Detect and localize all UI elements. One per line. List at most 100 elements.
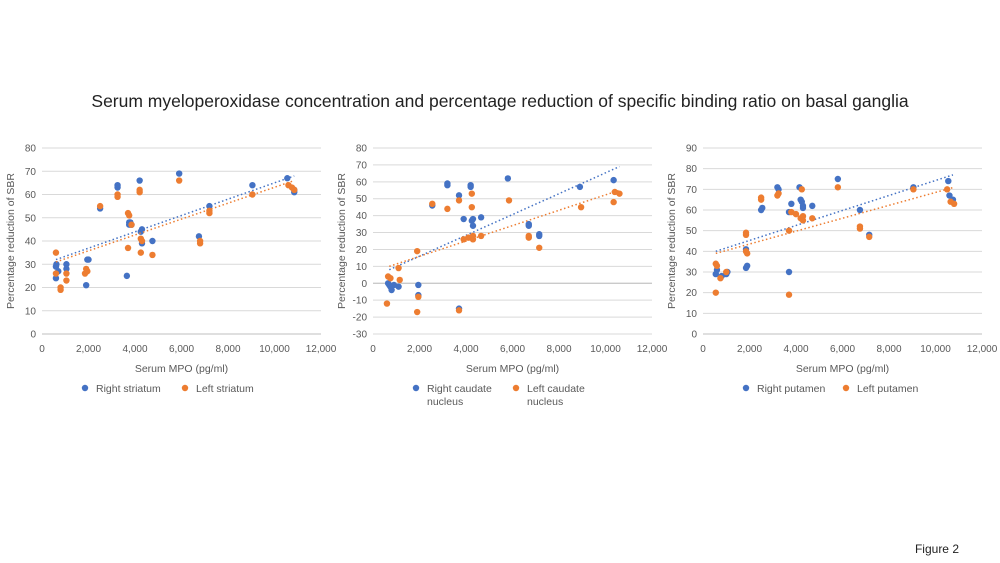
data-point <box>444 180 451 187</box>
y-tick-label: 40 <box>356 211 368 222</box>
data-point <box>757 194 765 201</box>
data-point <box>866 233 873 241</box>
trendline <box>55 179 295 263</box>
trendline <box>389 189 620 268</box>
data-point <box>834 184 842 191</box>
data-point <box>128 221 135 228</box>
legend-marker <box>412 384 420 392</box>
data-point <box>85 256 92 263</box>
x-tick-label: 12,000 <box>637 344 668 355</box>
x-tick-label: 12,000 <box>306 344 337 355</box>
data-point <box>798 186 806 193</box>
data-point <box>743 250 751 257</box>
data-point <box>525 222 532 229</box>
y-tick-label: 0 <box>30 330 36 341</box>
data-point <box>387 275 394 282</box>
data-point <box>196 237 204 245</box>
x-axis-title: Serum MPO (pg/ml) <box>135 363 228 375</box>
y-axis-title: Percentage reduction of SBR <box>336 173 348 309</box>
y-tick-label: 90 <box>686 144 698 155</box>
data-point <box>469 215 477 223</box>
y-tick-label: 50 <box>686 226 698 237</box>
legend-label: Left striatum <box>196 383 254 395</box>
y-tick-label: 30 <box>356 228 368 239</box>
x-tick-label: 10,000 <box>920 344 951 355</box>
y-tick-label: 50 <box>356 194 368 205</box>
x-tick-label: 10,000 <box>590 344 621 355</box>
y-tick-label: 30 <box>686 268 698 279</box>
y-tick-label: -30 <box>353 330 368 341</box>
data-point <box>444 205 451 213</box>
data-point <box>136 177 143 184</box>
data-point <box>413 247 421 255</box>
data-point <box>467 183 474 191</box>
data-point <box>114 191 121 198</box>
scatter-chart-putamen: 0 10 20 30 40 50 60 70 80 90 0 2,000 4,000 6,000 8,000… <box>666 144 998 396</box>
x-tick-label: 8,000 <box>876 344 901 355</box>
x-tick-label: 12,000 <box>967 344 998 355</box>
x-tick-label: 0 <box>370 344 376 355</box>
y-tick-label: 60 <box>686 206 698 217</box>
data-point <box>137 249 145 256</box>
x-tick-label: 4,000 <box>453 344 478 355</box>
data-point <box>82 281 90 289</box>
y-tick-label: 30 <box>25 260 37 271</box>
data-point <box>57 286 64 294</box>
page-title: Serum myeloperoxidase concentration and … <box>91 91 909 111</box>
data-point <box>775 190 782 197</box>
data-point <box>713 262 721 269</box>
scatter-chart-caudate-nucleus: -30 -20 -10 0 10 20 30 40 50 60 70 80 0 2,000 4,000 6,0… <box>336 144 668 409</box>
data-point <box>149 237 156 245</box>
legend-label: Right caudate nucleus <box>427 383 492 408</box>
y-tick-label: 10 <box>25 306 37 317</box>
data-point <box>138 237 146 245</box>
data-point <box>249 191 256 198</box>
data-point <box>799 204 807 212</box>
x-tick-label: 10,000 <box>259 344 290 355</box>
legend-label: Left caudate nucleus <box>527 383 585 408</box>
data-point <box>415 281 422 289</box>
data-point <box>950 200 958 207</box>
y-tick-label: 10 <box>356 262 368 273</box>
data-point <box>455 307 463 314</box>
data-point <box>455 197 463 204</box>
data-point <box>395 264 402 272</box>
data-point <box>945 177 952 185</box>
data-point <box>785 268 793 276</box>
data-point <box>63 261 70 268</box>
y-tick-label: 70 <box>25 167 37 178</box>
y-tick-label: 80 <box>25 144 37 155</box>
x-tick-label: 6,000 <box>169 344 194 355</box>
data-point <box>468 203 476 211</box>
data-point <box>610 176 617 184</box>
data-point <box>114 182 121 189</box>
data-point <box>52 249 60 256</box>
data-point <box>504 175 512 182</box>
data-point <box>415 293 422 300</box>
x-tick-label: 2,000 <box>76 344 101 355</box>
data-point <box>63 265 70 273</box>
y-tick-label: 40 <box>686 247 698 258</box>
data-point <box>460 215 467 223</box>
trendline <box>715 174 954 253</box>
data-point <box>468 190 476 197</box>
data-point <box>759 204 766 212</box>
data-point <box>138 226 146 233</box>
x-tick-label: 6,000 <box>500 344 525 355</box>
y-tick-label: 0 <box>361 279 367 290</box>
y-axis-title: Percentage reduction of SBR <box>666 173 678 309</box>
data-point <box>124 244 132 252</box>
data-point <box>910 186 917 193</box>
data-point <box>809 215 816 222</box>
y-tick-label: 20 <box>25 283 37 294</box>
y-tick-label: 80 <box>356 144 368 155</box>
y-tick-label: 60 <box>25 190 37 201</box>
y-tick-label: 10 <box>686 309 698 320</box>
data-point <box>856 206 864 214</box>
data-point <box>505 197 513 204</box>
data-point <box>123 272 131 280</box>
legend-label: Right putamen <box>757 383 825 395</box>
data-point <box>799 217 807 224</box>
x-tick-label: 8,000 <box>215 344 240 355</box>
data-point <box>136 186 143 194</box>
